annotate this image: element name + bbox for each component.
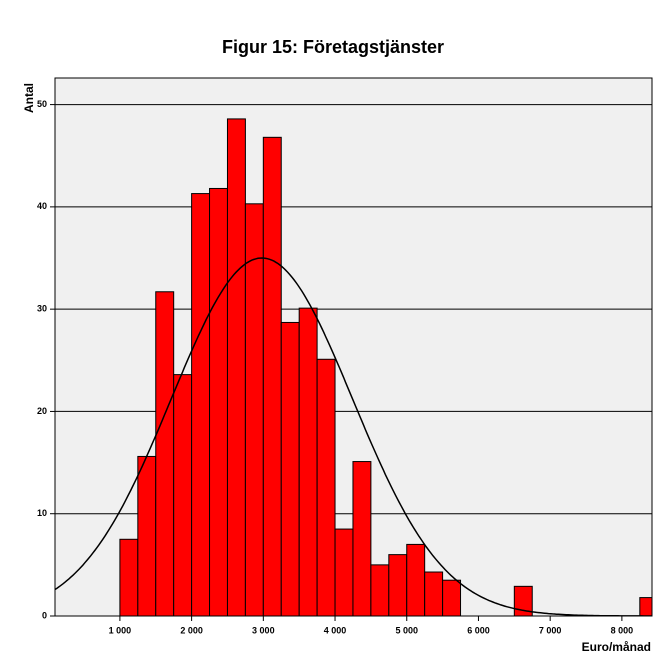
bar [406, 543, 426, 616]
x-tick-label: 7 000 [539, 625, 562, 635]
y-tick-label: 10 [37, 508, 47, 518]
y-tick-label: 20 [37, 406, 47, 416]
bar [388, 554, 408, 616]
plot-border [54, 77, 653, 617]
ticks: 0 10 20 30 40 50 1 000 2 000 3 000 4 000 5 000 6 00… [37, 99, 633, 635]
y-axis-label: Antal [22, 83, 36, 113]
bar [244, 203, 264, 616]
x-tick-label: 8 000 [611, 625, 634, 635]
bar [155, 291, 175, 616]
bar [191, 193, 211, 616]
bar [334, 528, 354, 616]
bar [424, 571, 444, 616]
x-tick-label: 5 000 [395, 625, 418, 635]
curve-layer [55, 257, 652, 616]
x-tick-label: 4 000 [324, 625, 347, 635]
x-axis-label: Euro/månad [582, 640, 651, 654]
bar [352, 461, 372, 616]
bar [298, 307, 318, 616]
x-tick-label: 6 000 [467, 625, 490, 635]
bar [280, 321, 300, 616]
bar [370, 564, 390, 616]
bar [226, 118, 246, 616]
y-tick-label: 30 [37, 304, 47, 314]
bars [119, 118, 652, 616]
bar [639, 597, 652, 616]
bar [173, 374, 193, 616]
bar [209, 187, 228, 616]
bar [442, 579, 462, 616]
y-tick-label: 50 [37, 99, 47, 109]
bar [137, 455, 157, 616]
y-tick-label: 0 [42, 610, 47, 620]
bar [262, 136, 282, 616]
y-tick-label: 40 [37, 201, 47, 211]
x-tick-label: 2 000 [180, 625, 203, 635]
bar [119, 538, 139, 616]
bar [316, 358, 336, 616]
x-tick-label: 3 000 [252, 625, 275, 635]
x-tick-label: 1 000 [109, 625, 132, 635]
chart-title: Figur 15: Företagstjänster [222, 37, 444, 57]
normal-curve [55, 257, 652, 616]
